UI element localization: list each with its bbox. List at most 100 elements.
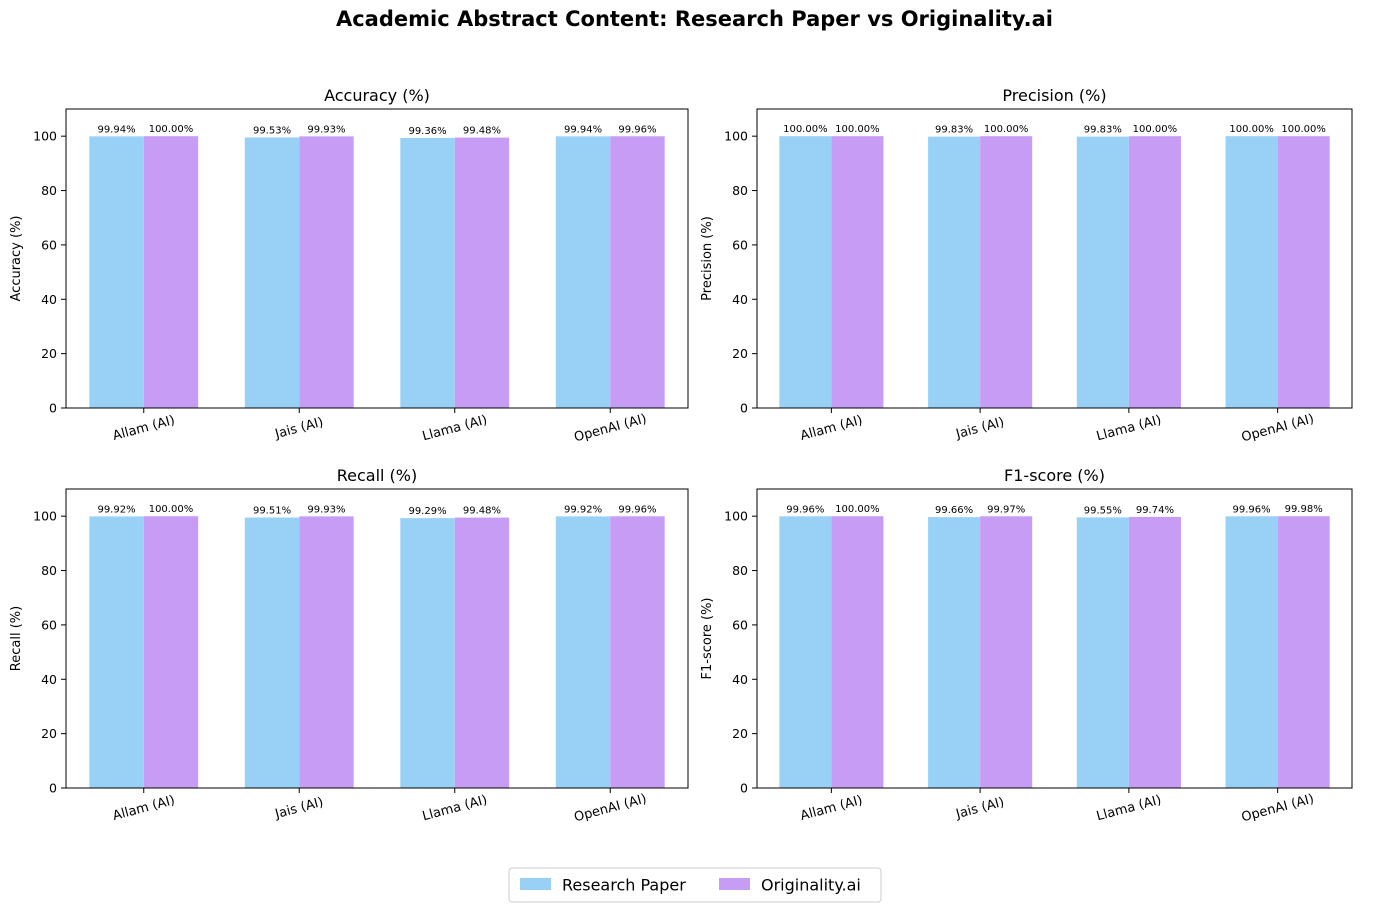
bar-research-paper <box>928 136 981 408</box>
axes-frame <box>756 488 1353 789</box>
bar-value-label: 100.00% <box>835 504 880 515</box>
bar-research-paper <box>244 137 300 409</box>
y-tick-label: 60 <box>41 237 57 252</box>
bar-value-label: 100.00% <box>1281 124 1326 135</box>
subplot-title: Accuracy (%) <box>324 86 430 105</box>
bar-originality-ai <box>299 516 354 788</box>
bar-value-label: 99.92% <box>564 504 602 515</box>
y-tick-label: 80 <box>41 183 57 198</box>
x-tick-label: Llama (AI) <box>421 793 489 825</box>
x-tick-label: OpenAI (AI) <box>1240 792 1316 826</box>
x-tick-label: Llama (AI) <box>1095 413 1163 445</box>
bar-originality-ai <box>980 516 1033 788</box>
bar-value-label: 100.00% <box>835 124 880 135</box>
y-tick-label: 80 <box>41 563 57 578</box>
y-tick-label: 0 <box>49 401 57 416</box>
axes-frame <box>756 108 1353 409</box>
bar-value-label: 99.48% <box>463 506 501 517</box>
legend-swatch <box>719 878 750 890</box>
bar-originality-ai <box>610 136 665 409</box>
bar-value-label: 99.66% <box>935 505 973 516</box>
x-tick-label: Allam (AI) <box>111 413 176 444</box>
y-tick-label: 60 <box>732 237 748 252</box>
y-tick-label: 60 <box>41 617 57 632</box>
bar-research-paper <box>555 516 611 788</box>
bar-originality-ai <box>1277 136 1330 408</box>
bar-research-paper <box>89 516 144 788</box>
bar-research-paper <box>1225 516 1278 788</box>
axes-frame <box>65 488 689 789</box>
x-tick-label: Allam (AI) <box>799 793 864 824</box>
bar-research-paper <box>89 136 144 408</box>
bar-research-paper <box>1076 517 1129 788</box>
subplot-title: F1-score (%) <box>1004 466 1105 485</box>
figure-title: Academic Abstract Content: Research Pape… <box>336 7 1053 31</box>
bar-value-label: 99.98% <box>1285 504 1323 515</box>
y-tick-label: 40 <box>41 292 57 307</box>
bar-value-label: 99.83% <box>1084 125 1122 136</box>
x-tick-label: Allam (AI) <box>111 793 176 824</box>
bar-research-paper <box>1225 136 1278 408</box>
subplot-3: F1-score (%) F1-score (%) 0 20 40 60 80 100 99.9… <box>700 466 1353 826</box>
bar-research-paper <box>555 136 611 408</box>
legend: Research Paper Originality.ai <box>508 867 882 903</box>
y-tick-label: 100 <box>724 509 748 524</box>
bar-originality-ai <box>1128 516 1181 788</box>
y-tick-label: 40 <box>732 292 748 307</box>
y-tick-label: 100 <box>33 509 57 524</box>
legend-entry: Originality.ai <box>719 876 861 895</box>
bar-value-label: 99.53% <box>253 125 291 136</box>
bar-originality-ai <box>610 516 665 788</box>
y-tick-label: 40 <box>732 672 748 687</box>
bar-value-label: 100.00% <box>149 504 194 515</box>
bar-value-label: 99.93% <box>307 124 345 135</box>
y-axis-label: F1-score (%) <box>700 598 715 680</box>
y-tick-label: 40 <box>41 672 57 687</box>
bar-value-label: 99.55% <box>1084 505 1122 516</box>
bar-research-paper <box>779 516 832 788</box>
y-tick-label: 20 <box>732 346 748 361</box>
bar-originality-ai <box>143 136 199 408</box>
y-tick-label: 20 <box>41 726 57 741</box>
subplot-grid: Accuracy (%) Accuracy (%) 0 20 40 60 80 100 99.9… <box>9 86 1353 826</box>
bar-value-label: 100.00% <box>1133 124 1178 135</box>
bar-research-paper <box>779 136 832 408</box>
y-tick-label: 20 <box>41 346 57 361</box>
axes-frame <box>65 108 689 409</box>
bar-originality-ai <box>831 516 884 788</box>
bar-originality-ai <box>1277 516 1330 788</box>
subplot-0: Accuracy (%) Accuracy (%) 0 20 40 60 80 100 99.9… <box>9 86 689 445</box>
bar-research-paper <box>1076 136 1129 408</box>
bar-value-label: 99.74% <box>1136 505 1174 516</box>
y-tick-label: 0 <box>49 781 57 796</box>
legend-box <box>508 867 882 903</box>
bar-value-label: 99.94% <box>564 124 602 135</box>
subplot-1: Precision (%) Precision (%) 0 20 40 60 80 100 10… <box>700 86 1353 445</box>
x-tick-label: Jais (AI) <box>954 415 1006 442</box>
bar-originality-ai <box>831 136 884 408</box>
x-tick-label: Jais (AI) <box>273 415 325 442</box>
bar-research-paper <box>400 137 455 408</box>
bar-value-label: 99.83% <box>935 125 973 136</box>
bar-value-label: 100.00% <box>149 124 194 135</box>
bar-research-paper <box>400 518 455 788</box>
x-tick-label: Allam (AI) <box>799 413 864 444</box>
bar-value-label: 99.36% <box>408 126 446 137</box>
bar-value-label: 99.93% <box>307 504 345 515</box>
bar-value-label: 100.00% <box>783 124 828 135</box>
subplot-2: Recall (%) Recall (%) 0 20 40 60 80 100 99.92% 99… <box>9 466 689 825</box>
bar-originality-ai <box>143 516 199 788</box>
bar-value-label: 99.96% <box>618 124 656 135</box>
y-tick-label: 0 <box>740 401 748 416</box>
bar-value-label: 100.00% <box>1229 124 1274 135</box>
bar-originality-ai <box>454 137 510 408</box>
bar-originality-ai <box>1128 136 1181 408</box>
legend-entry: Research Paper <box>520 876 686 895</box>
subplot-title: Precision (%) <box>1002 86 1106 105</box>
y-axis-label: Precision (%) <box>700 216 715 301</box>
x-tick-label: Llama (AI) <box>421 413 489 445</box>
y-tick-label: 80 <box>732 183 748 198</box>
bar-value-label: 99.29% <box>408 506 446 517</box>
bar-value-label: 100.00% <box>984 124 1029 135</box>
